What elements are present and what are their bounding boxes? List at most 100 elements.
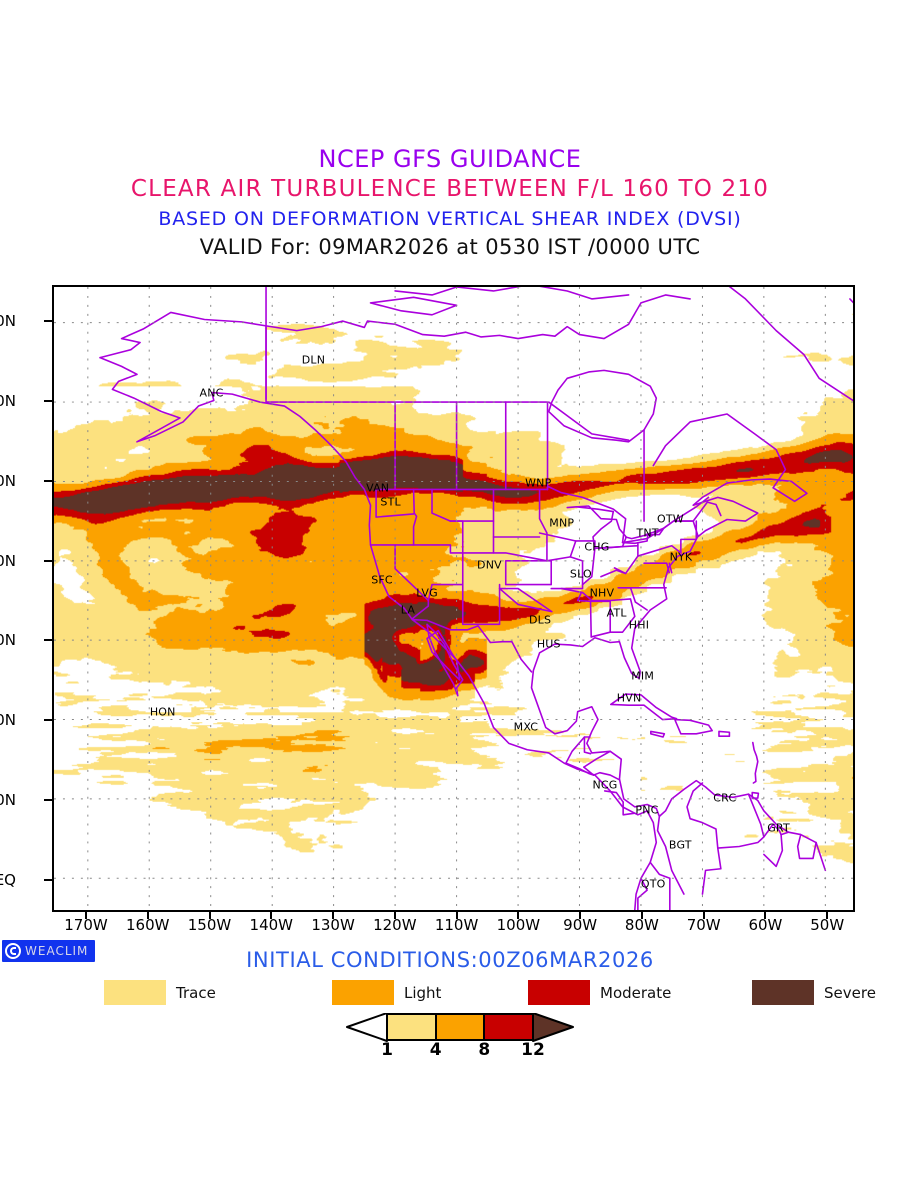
city-label-la: LA — [400, 603, 416, 617]
city-label-stl: STL — [380, 495, 401, 509]
y-axis-label: EQ — [0, 871, 16, 890]
y-axis-label: 30N — [0, 631, 16, 650]
colorbar-tick-12: 12 — [521, 1040, 545, 1060]
title-block: NCEP GFS GUIDANCE CLEAR AIR TURBULENCE B… — [0, 144, 900, 262]
x-axis-label: 150W — [187, 916, 232, 934]
initial-conditions-text: INITIAL CONDITIONS:00Z06MAR2026 — [246, 948, 654, 972]
y-axis-tick — [44, 639, 52, 642]
x-axis-label: 170W — [64, 916, 108, 934]
title-line-agency: NCEP GFS GUIDANCE — [318, 145, 582, 173]
colorbar-tick-1: 1 — [381, 1040, 393, 1060]
city-label-hhi: HHI — [628, 618, 650, 632]
x-axis-tick — [270, 912, 273, 919]
weaclim-badge[interactable]: WEACLIM — [2, 940, 96, 962]
x-axis-tick — [826, 912, 829, 919]
colorbar-tick-4: 4 — [429, 1040, 442, 1060]
city-label-tnt: TNT — [636, 526, 659, 540]
x-axis-tick — [208, 912, 211, 919]
x-axis-tick — [702, 912, 705, 919]
map-layers — [54, 287, 853, 910]
x-axis-tick — [393, 912, 396, 919]
city-label-mim: MIM — [631, 669, 655, 683]
y-axis-tick — [44, 319, 52, 322]
city-label-hus: HUS — [536, 637, 561, 651]
y-axis-label: 50N — [0, 471, 16, 490]
y-axis-tick — [44, 399, 52, 402]
city-label-dnv: DNV — [477, 558, 502, 572]
city-label-dln: DLN — [301, 353, 326, 367]
geographic-borders-layer — [99, 287, 853, 910]
city-label-atl: ATL — [606, 606, 627, 620]
city-label-van: VAN — [366, 481, 390, 495]
title-line-method: BASED ON DEFORMATION VERTICAL SHEAR INDE… — [158, 208, 742, 230]
colorbar — [345, 1013, 575, 1045]
city-label-grt: GRT — [767, 821, 790, 835]
cat-intensity-heatmap — [54, 287, 853, 910]
city-label-anc: ANC — [199, 386, 224, 400]
x-axis-tick — [640, 912, 643, 919]
y-axis-tick — [44, 799, 52, 802]
city-label-sfc: SFC — [371, 573, 393, 587]
x-axis-tick — [146, 912, 149, 919]
x-axis-tick — [84, 912, 87, 919]
x-axis-label: 140W — [249, 916, 293, 934]
city-label-nyk: NYK — [669, 550, 693, 564]
x-axis-label: 60W — [748, 916, 783, 934]
y-axis-label: 70N — [0, 311, 16, 330]
city-label-wnp: WNP — [525, 476, 552, 490]
legend-swatch-moderate — [528, 980, 590, 1005]
legend-label-trace: Trace — [176, 983, 216, 1002]
city-label-layer: ANC DLN VAN STL WNP MNP CHG TNT OTW NYK DNV SLO SFC L… — [54, 287, 853, 910]
city-label-otw: OTW — [657, 512, 684, 526]
city-label-chg: CHG — [584, 540, 610, 554]
colorbar-cell-2 — [484, 1013, 533, 1041]
legend-swatch-light — [332, 980, 394, 1005]
y-axis-label: 20N — [0, 711, 16, 730]
legend-item-severe: Severe — [752, 980, 876, 1005]
x-axis-tick — [579, 912, 582, 919]
colorbar-cell-0 — [387, 1013, 436, 1041]
x-axis-tick — [764, 912, 767, 919]
city-label-ncg: NCG — [592, 778, 618, 792]
x-axis-label: 90W — [563, 916, 598, 934]
y-axis-tick — [44, 559, 52, 562]
legend-item-moderate: Moderate — [528, 980, 671, 1005]
x-axis-label: 120W — [373, 916, 417, 934]
x-axis-label: 80W — [624, 916, 659, 934]
x-axis-label: 130W — [311, 916, 355, 934]
y-axis-tick — [44, 479, 52, 482]
city-label-lvg: LVG — [416, 586, 438, 600]
legend-label-light: Light — [404, 983, 442, 1002]
title-line-valid-time: VALID For: 09MAR2026 at 0530 IST /0000 U… — [199, 235, 701, 259]
y-axis-tick — [44, 719, 52, 722]
city-label-qto: QTO — [640, 877, 666, 891]
legend-swatch-trace — [104, 980, 166, 1005]
y-axis-tick — [44, 879, 52, 882]
title-line-product: CLEAR AIR TURBULENCE BETWEEN F/L 160 TO … — [130, 176, 770, 202]
x-axis-tick — [332, 912, 335, 919]
weaclim-label: WEACLIM — [25, 944, 89, 958]
city-label-hvn: HVN — [616, 691, 642, 705]
legend-label-moderate: Moderate — [600, 983, 672, 1002]
map-plot-area[interactable]: ANC DLN VAN STL WNP MNP CHG TNT OTW NYK DNV SLO SFC L… — [52, 285, 855, 912]
legend-item-trace: Trace — [104, 980, 216, 1005]
city-label-bgt: BGT — [668, 838, 692, 851]
x-axis-label: 110W — [434, 916, 479, 934]
city-label-mxc: MXC — [513, 720, 539, 734]
x-axis-label: 100W — [496, 916, 541, 934]
x-axis-tick — [517, 912, 520, 919]
x-axis-tick — [455, 912, 458, 919]
city-label-crc: CRC — [713, 791, 737, 805]
city-label-dls: DLS — [529, 613, 552, 627]
x-axis-label: 50W — [810, 916, 845, 934]
y-axis-label: 10N — [0, 791, 16, 810]
city-label-mnp: MNP — [549, 516, 575, 530]
colorbar-arrows — [346, 1013, 574, 1042]
legend-item-light: Light — [332, 980, 441, 1005]
colorbar-tick-labels: 1 4 8 12 — [345, 1040, 575, 1062]
city-label-slo: SLO — [569, 567, 592, 581]
lat-lon-grid — [54, 287, 853, 910]
severity-legend: Trace Light Moderate Severe — [0, 980, 900, 1006]
x-axis-label: 160W — [126, 916, 170, 934]
legend-label-severe: Severe — [824, 983, 876, 1002]
